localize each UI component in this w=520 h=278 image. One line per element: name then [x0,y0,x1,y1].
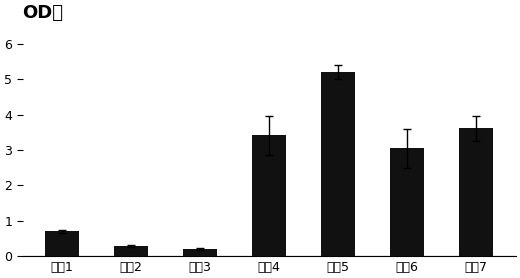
Bar [321,72,356,256]
Bar [459,128,493,256]
Text: OD値: OD値 [22,4,63,22]
Bar [183,249,217,256]
Bar [114,246,149,256]
Bar [390,148,424,256]
Bar [252,135,287,256]
Bar [45,231,80,256]
